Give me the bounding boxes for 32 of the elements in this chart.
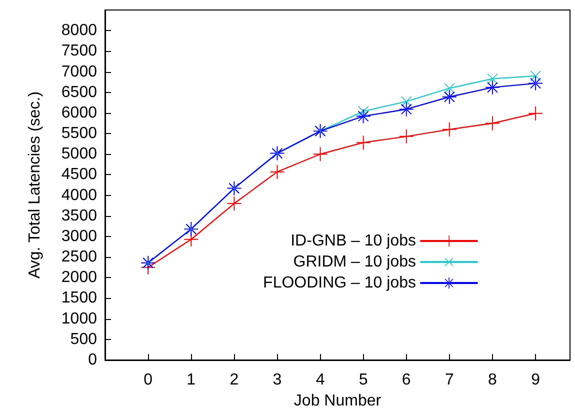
legend-label: FLOODING – 10 jobs — [263, 274, 416, 292]
y-tick-label: 2000 — [61, 269, 98, 286]
x-tick-label: 7 — [444, 372, 454, 388]
y-tick-label: 8000 — [61, 22, 98, 40]
y-tick-label: 3000 — [61, 228, 98, 245]
x-axis-title: Job Number — [294, 392, 382, 410]
x-tick-label: 0 — [144, 372, 153, 388]
x-tick-label: 1 — [186, 372, 196, 388]
y-tick-label: 0 — [88, 352, 98, 368]
y-tick-label: 5500 — [61, 125, 98, 142]
legend-label: GRIDM – 10 jobs — [293, 254, 416, 270]
x-tick-label: 6 — [402, 372, 411, 388]
x-tick-label: 5 — [358, 372, 368, 388]
x-tick-label: 4 — [316, 372, 325, 388]
x-tick-label: 9 — [531, 372, 540, 388]
y-tick-label: 7500 — [61, 42, 98, 60]
y-tick-label: 5000 — [61, 146, 98, 163]
y-tick-label: 1500 — [61, 290, 98, 307]
x-tick-label: 3 — [272, 372, 282, 388]
y-tick-label: 6000 — [61, 104, 98, 122]
y-tick-label: 4500 — [61, 166, 98, 184]
y-tick-label: 6500 — [61, 84, 98, 101]
legend-label: ID-GNB – 10 jobs — [290, 232, 416, 250]
x-tick-label: 8 — [488, 372, 498, 388]
y-tick-label: 1000 — [61, 310, 98, 328]
y-tick-label: 4000 — [61, 186, 98, 204]
x-tick-label: 2 — [230, 372, 239, 388]
y-tick-label: 2500 — [61, 248, 98, 266]
y-tick-label: 500 — [70, 330, 98, 348]
y-tick-label: 3500 — [61, 207, 98, 224]
y-tick-label: 7000 — [61, 63, 98, 80]
y-axis-title: Avg. Total Latencies (sec.) — [26, 91, 44, 279]
